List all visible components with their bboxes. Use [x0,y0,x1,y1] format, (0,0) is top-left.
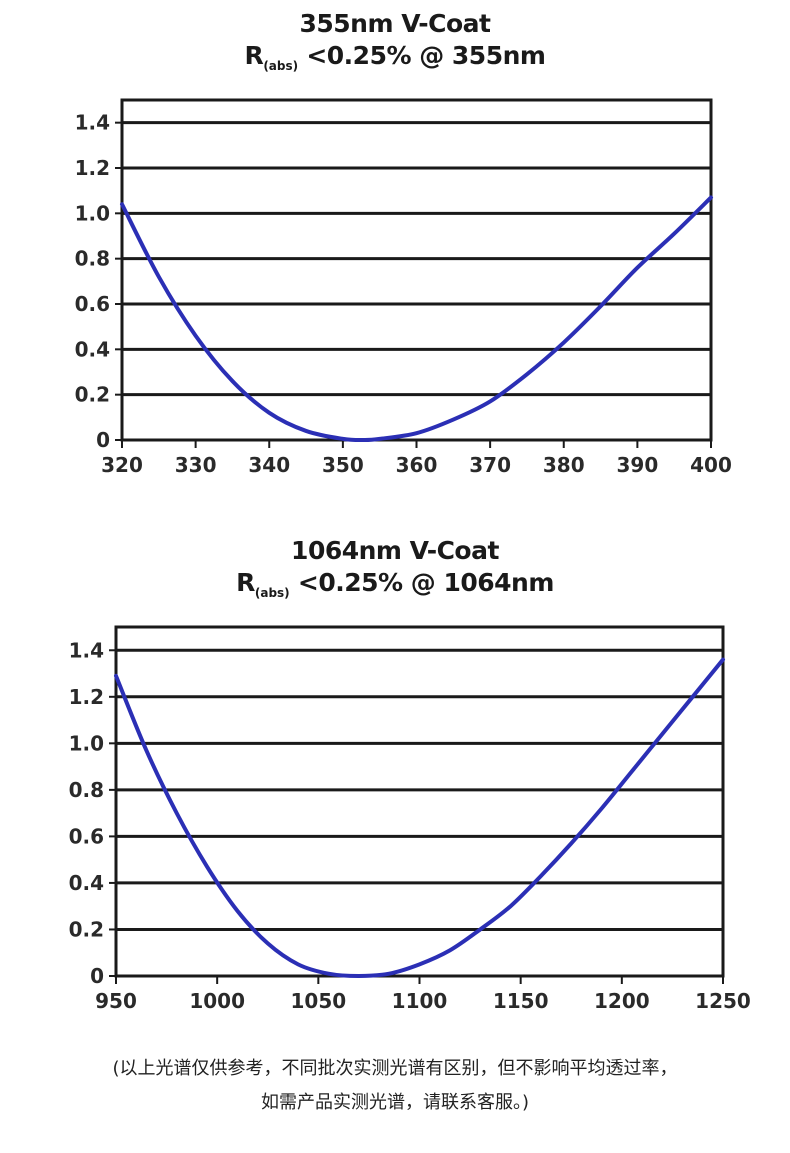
y-tick-label: 0.8 [75,247,110,271]
chart-355nm: 355nm V-Coat R(abs) <0.25% @ 355nm 0 0.2 0… [0,0,790,490]
y-tick-label: 0.6 [75,292,110,316]
footnote-line-2: 如需产品实测光谱，请联系客服。) [260,1092,530,1113]
chart-subtitle: R(abs) <0.25% @ 1064nm [0,567,790,609]
y-tick-label: 1.4 [75,111,110,135]
chart-subtitle-sub: (abs) [254,586,290,600]
y-tick-label: 1.0 [69,731,104,755]
x-tick-label: 1050 [290,989,346,1013]
chart-subtitle-prefix: R [236,568,255,597]
x-tick-label: 400 [690,453,732,477]
plot-area: 0 0.2 0.4 0.6 0.8 1.0 1.2 1.4 320 330 340 350 360 370… [75,98,732,477]
y-tick-label: 0.2 [69,917,104,941]
plot-area: 0 0.2 0.4 0.6 0.8 1.0 1.2 1.4 950 1000 1050 1100 115… [69,625,751,1013]
y-tick-label: 1.4 [69,638,104,662]
y-tick-label: 0.4 [75,337,110,361]
x-tick-label: 1100 [392,989,448,1013]
chart-subtitle-suffix: <0.25% @ 355nm [298,41,546,70]
x-tick-label: 1250 [695,989,751,1013]
x-tick-label: 370 [469,453,511,477]
footnote-line-1: (以上光谱仅供参考，不同批次实测光谱有区别，但不影响平均透过率， [112,1058,678,1079]
y-tick-label: 1.2 [75,156,110,180]
x-tick-label: 340 [248,453,290,477]
x-tick-label: 330 [175,453,217,477]
x-tick-label: 320 [101,453,143,477]
chart-title: 1064nm V-Coat R(abs) <0.25% @ 1064nm [0,535,790,609]
series-line [120,195,713,443]
y-tick-label: 0.4 [69,871,104,895]
series-line [114,657,725,978]
plot-frame [120,98,713,442]
x-tick-label: 350 [322,453,364,477]
chart-1064nm: 1064nm V-Coat R(abs) <0.25% @ 1064nm 0 0.… [0,525,790,1030]
chart-subtitle-suffix: <0.25% @ 1064nm [289,568,555,597]
y-tick-label: 0.6 [69,824,104,848]
y-tick-label: 0.2 [75,383,110,407]
x-tick-label: 360 [396,453,438,477]
y-tick-label: 0 [90,964,104,988]
y-tick-label: 1.0 [75,201,110,225]
x-tick-label: 390 [617,453,659,477]
x-tick-label: 1150 [493,989,549,1013]
chart-subtitle: R(abs) <0.25% @ 355nm [0,40,790,82]
chart-title-text: 1064nm V-Coat [291,536,499,565]
y-tick-label: 1.2 [69,685,104,709]
plot-frame [114,625,725,978]
y-tick-label: 0 [96,428,110,452]
y-tick-label: 0.8 [69,778,104,802]
x-tick-label: 1200 [594,989,650,1013]
chart-subtitle-prefix: R [244,41,264,70]
footnote: (以上光谱仅供参考，不同批次实测光谱有区别，但不影响平均透过率， 如需产品实测光… [0,1052,790,1120]
chart-title: 355nm V-Coat R(abs) <0.25% @ 355nm [0,8,790,82]
x-tick-label: 950 [95,989,137,1013]
chart-title-text: 355nm V-Coat [299,9,492,38]
x-tick-label: 380 [543,453,585,477]
chart-subtitle-sub: (abs) [263,59,299,73]
x-tick-label: 1000 [189,989,245,1013]
